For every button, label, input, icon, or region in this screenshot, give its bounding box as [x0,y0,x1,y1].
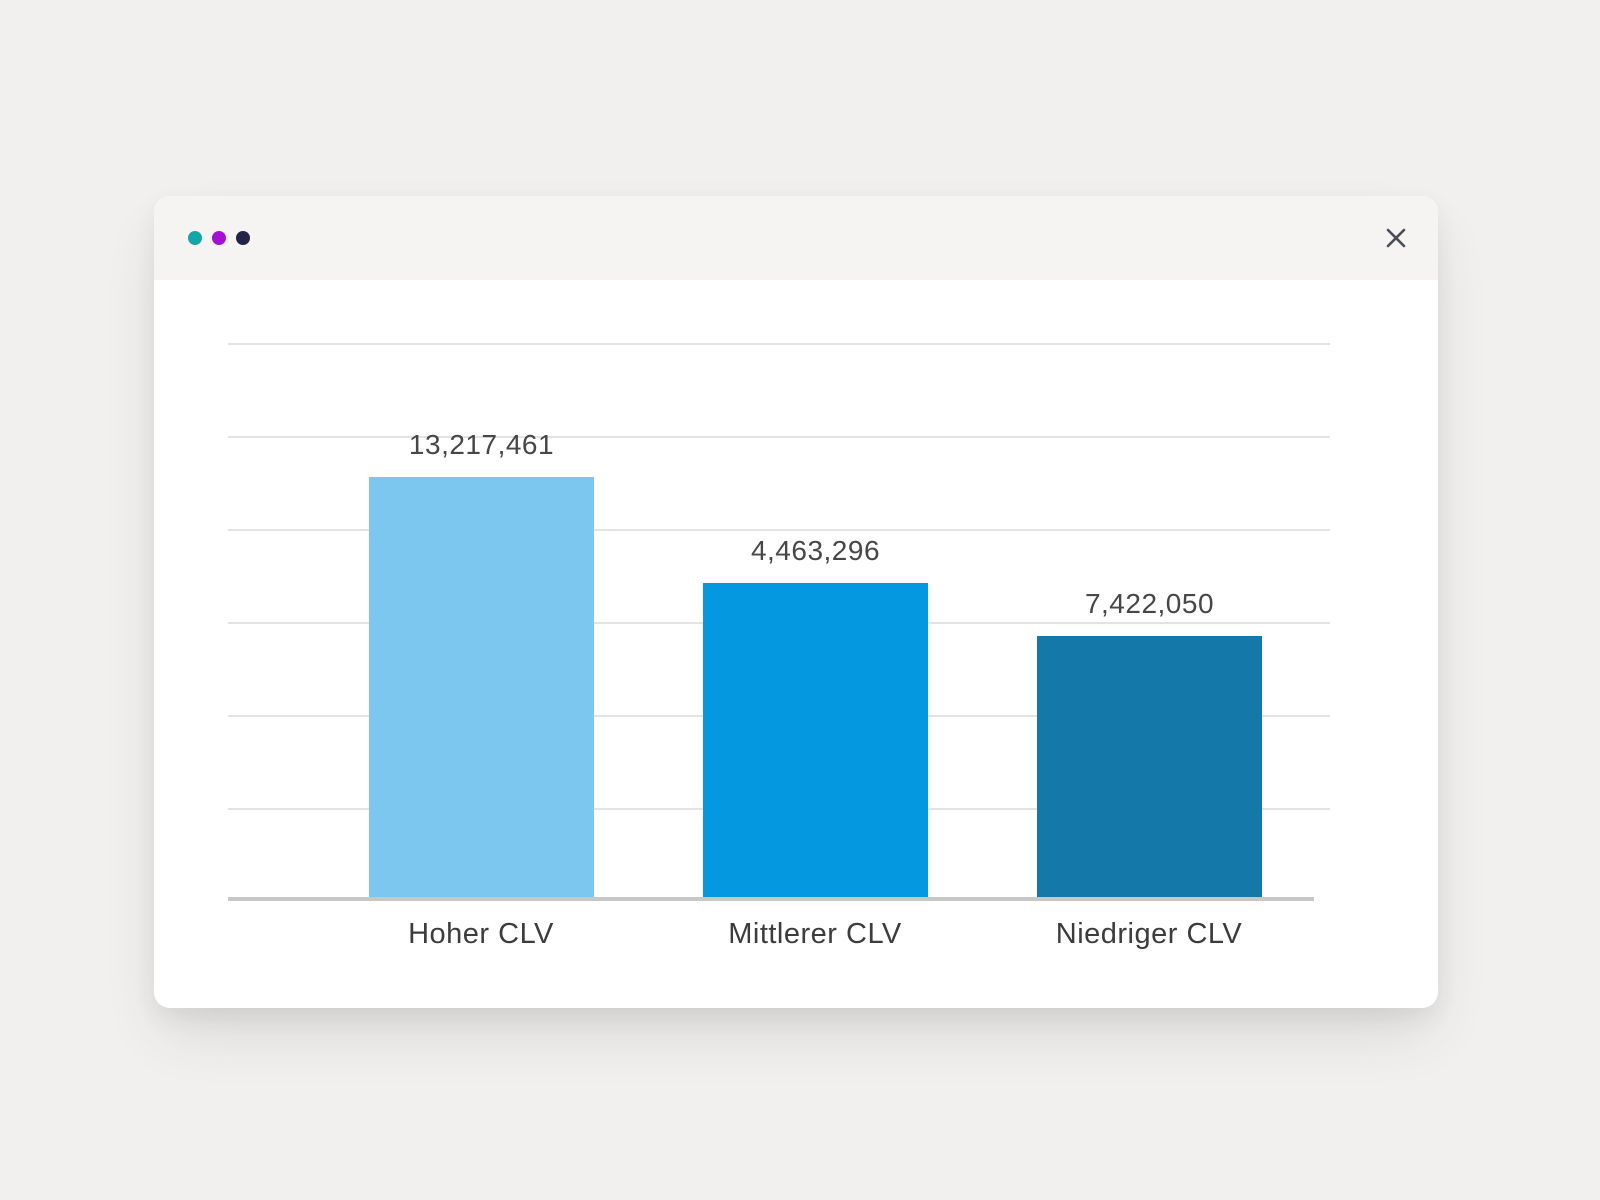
navy-dot-icon [236,231,250,245]
window-titlebar [154,196,1438,280]
bar[interactable] [703,583,928,901]
gridline [228,529,1330,531]
x-axis-labels: Hoher CLV Mittlerer CLV Niedriger CLV [228,910,1330,970]
window-traffic-dots [188,231,250,245]
bar-group-1: 13,217,461 [369,429,594,901]
bar-group-2: 4,463,296 [703,535,928,901]
teal-dot-icon [188,231,202,245]
app-window: 13,217,461 4,463,296 7,422,050 Hoher CLV Mi… [154,196,1438,1008]
close-button[interactable] [1380,222,1412,254]
category-label: Hoher CLV [408,918,554,950]
plot-area: 13,217,461 4,463,296 7,422,050 [228,280,1330,901]
bar-chart: 13,217,461 4,463,296 7,422,050 Hoher CLV Mi… [154,280,1438,1008]
gridline [228,343,1330,345]
bar[interactable] [369,477,594,901]
bar-value-label: 7,422,050 [1084,588,1215,619]
x-axis-line [228,897,1314,901]
bar-value-label: 4,463,296 [750,535,881,566]
bar-group-3: 7,422,050 [1037,588,1262,901]
close-icon [1383,225,1409,251]
category-label: Niedriger CLV [1055,918,1243,950]
purple-dot-icon [212,231,226,245]
bar-value-label: 13,217,461 [408,429,555,460]
gridline [228,436,1330,438]
category-label: Mittlerer CLV [728,918,902,950]
bar[interactable] [1037,636,1262,901]
